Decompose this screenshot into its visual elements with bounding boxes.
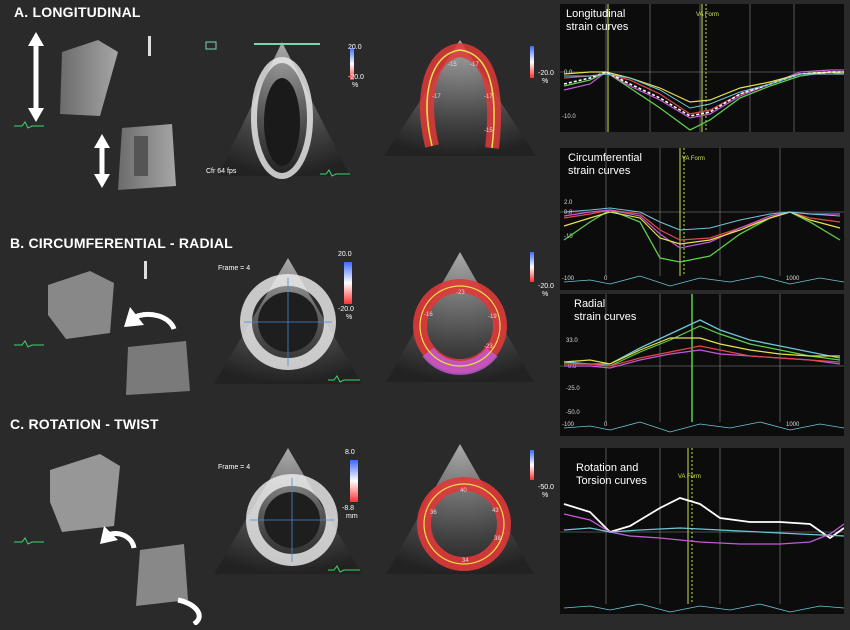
svg-text:0.0: 0.0 [564,210,573,216]
rotation-torsion-svg: VA Form [560,448,845,613]
svg-text:0: 0 [604,276,608,282]
radial-seg-3: -19 [488,314,497,320]
echo-c-scale-unit: mm [346,513,358,520]
radial-seg-4: -23 [484,344,493,350]
rotation-label-2: Torsion curves [576,475,647,487]
echo-longitudinal-strain-overlay: -15 -17 -17 -17 -15 [384,40,536,156]
longitudinal-strain-svg: VA Form 0.0 -10.0 [560,4,845,132]
echo-a-fps: Cfr 64 fps [206,168,237,175]
echo-c-color-scale [350,460,358,502]
echo-b-color-scale [344,262,352,304]
svg-text:-10.0: -10.0 [562,114,576,120]
echo-b-scale-top: 20.0 [338,251,352,258]
radial-seg-1: -23 [456,290,465,296]
rot-vaform-label: VA Form [678,474,701,480]
circumferential-strain-chart: VA Form 2.0 0.0 -10 -100 0 1000 Circumfe… [560,148,845,290]
circumferential-label-2: strain curves [568,165,631,177]
rot-seg-4: 43 [492,508,499,514]
svg-text:1000: 1000 [786,422,800,428]
rot-seg-2: 38 [494,536,501,542]
long-seg-1: -15 [448,62,457,68]
echo-c2-scale-unit: % [542,492,549,499]
radial-seg-2: -16 [424,312,433,318]
echo-a2-scale-unit: % [542,78,549,85]
circ-vaform-label: VA Form [682,156,705,162]
echo-longitudinal-view [205,41,354,179]
echo-c-frame: Frame = 4 [218,464,251,471]
echo-c2-scale-bottom: -50.0 [538,484,554,491]
svg-text:1000: 1000 [786,276,800,282]
svg-text:-100: -100 [562,422,575,428]
echo-b2-scale-bottom: -20.0 [538,283,554,290]
echo-rotation-overlay: 40 38 34 43 36 [386,444,534,574]
echo-b2-scale-unit: % [542,291,549,298]
longitudinal-label-2: strain curves [566,21,629,33]
longitudinal-strain-chart: VA Form 0.0 -10.0 Longitudinal strain cu… [560,4,845,132]
echo-b-scale-bottom: -20.0 [338,306,354,313]
long-seg-4: -17 [484,94,493,100]
circumferential-strain-svg: VA Form 2.0 0.0 -10 -100 0 1000 [560,148,845,287]
svg-text:2.0: 2.0 [564,200,573,206]
svg-text:0.0: 0.0 [564,70,573,76]
echo-a-scale-top: 20.0 [348,44,362,51]
rot-seg-3: 34 [462,558,469,564]
echo-rotation-view [214,448,362,574]
rot-seg-5: 36 [430,510,437,516]
section-b-title: B. CIRCUMFERENTIAL - RADIAL [10,235,233,251]
echo-a-scale-bottom: -20.0 [348,74,364,81]
3d-volume-longitudinal [14,32,176,190]
longitudinal-label-1: Longitudinal [566,8,626,20]
long-vaform-label: VA Form [696,12,719,18]
svg-text:-50.0: -50.0 [566,410,580,416]
rotation-torsion-chart: VA Form Rotation and Torsion curves [560,448,845,614]
long-seg-5: -15 [484,128,493,134]
echo-b-scale-unit: % [346,314,353,321]
radial-label-1: Radial [574,298,606,310]
echo-radial-strain-overlay: -23 -16 -19 -23 [386,252,534,382]
circumferential-label-1: Circumferential [568,152,642,164]
long-seg-3: -17 [432,94,441,100]
svg-text:-25.0: -25.0 [566,386,580,392]
rotation-label-1: Rotation and [576,462,639,474]
radial-strain-chart: 33.0 0.0 -25.0 -50.0 -100 0 1000 Radial … [560,294,845,436]
section-c-title: C. ROTATION - TWIST [10,416,159,432]
radial-strain-svg: 33.0 0.0 -25.0 -50.0 -100 0 1000 [560,294,845,433]
echo-a2-scale-bottom: -20.0 [538,70,554,77]
svg-text:-100: -100 [562,276,575,282]
echo-a-scale-unit: % [352,82,359,89]
echo-short-axis-view [214,258,362,384]
svg-text:0.0: 0.0 [568,364,577,370]
3d-volume-circumferential [14,261,190,395]
echo-c-scale-bottom: -8.8 [342,505,355,512]
echo-b-frame: Frame = 4 [218,265,251,272]
long-seg-2: -17 [470,62,479,68]
svg-text:0: 0 [604,422,608,428]
3d-volume-rotation [14,454,202,625]
rot-seg-1: 40 [460,488,467,494]
echo-c-scale-top: 8.0 [345,449,355,456]
section-a-title: A. LONGITUDINAL [14,4,141,20]
svg-text:33.0: 33.0 [566,338,578,344]
radial-label-2: strain curves [574,311,637,323]
